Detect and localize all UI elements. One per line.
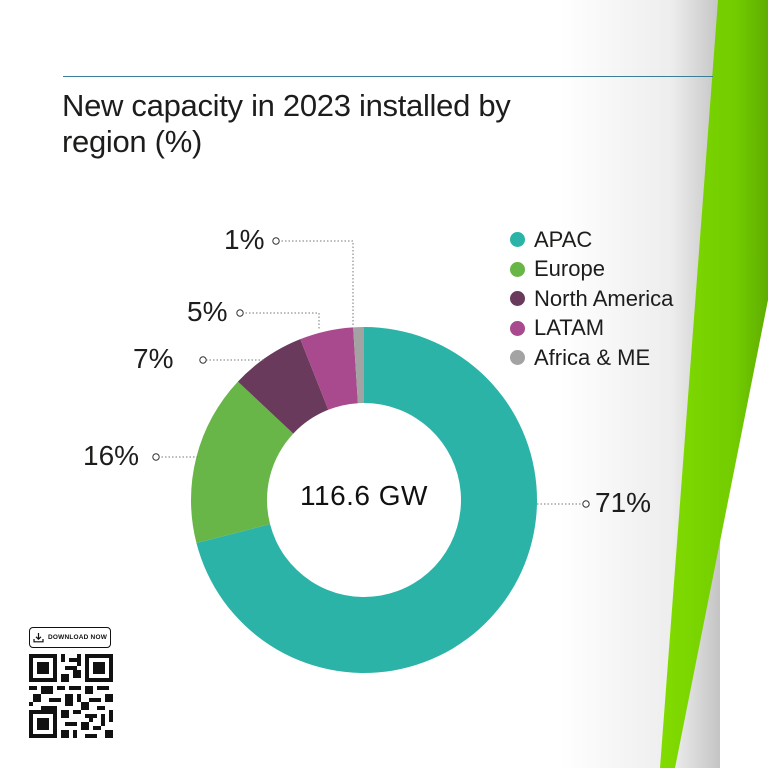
legend-dot-icon (510, 291, 525, 307)
legend-dot-icon (510, 320, 525, 336)
legend-label: Europe (534, 256, 605, 282)
legend-label: Africa & ME (534, 344, 651, 370)
label-latam: 5% (187, 296, 228, 327)
label-africa-me: 1% (224, 224, 265, 255)
legend-dot-icon (510, 350, 525, 366)
chart-legend: APAC Europe North America LATAM Africa &… (510, 225, 673, 373)
legend-dot-icon (510, 232, 525, 248)
download-icon (33, 633, 44, 643)
donut-slice-apac (196, 327, 537, 673)
legend-label: North America (534, 285, 674, 311)
legend-label: LATAM (534, 315, 605, 341)
legend-item-apac: APAC (510, 225, 673, 255)
chart-title: New capacity in 2023 installed by region… (62, 88, 511, 159)
legend-item-europe: Europe (510, 255, 673, 285)
label-apac: 71% (595, 487, 652, 518)
donut-slice-europe (191, 381, 294, 544)
legend-dot-icon (510, 261, 525, 277)
leader-markers (152, 237, 590, 508)
legend-item-africa-me: Africa & ME (510, 343, 673, 373)
label-europe: 16% (83, 440, 140, 471)
donut-center-total: 116.6 GW (300, 480, 428, 511)
donut-slices (191, 327, 537, 673)
label-north-america: 7% (133, 343, 174, 374)
donut-slice-north-america (237, 339, 329, 434)
qr-code[interactable] (29, 654, 113, 738)
donut-slice-latam (300, 327, 358, 410)
legend-item-north-america: North America (510, 284, 673, 314)
download-now-button[interactable]: DOWNLOAD NOW (29, 627, 111, 648)
title-rule (63, 76, 713, 77)
donut-slice-africa-me (353, 327, 364, 404)
legend-label: APAC (534, 226, 593, 252)
leader-lines (158, 240, 583, 505)
download-label: DOWNLOAD NOW (47, 634, 108, 641)
legend-item-latam: LATAM (510, 314, 673, 344)
